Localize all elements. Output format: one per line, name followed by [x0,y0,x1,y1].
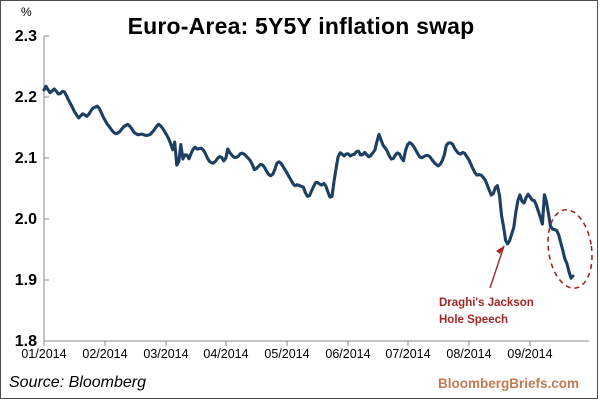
svg-text:08/2014: 08/2014 [446,347,491,361]
svg-text:1.9: 1.9 [15,272,37,289]
svg-text:2.0: 2.0 [15,211,37,228]
svg-text:07/2014: 07/2014 [385,347,430,361]
svg-text:2.2: 2.2 [15,89,37,106]
svg-text:04/2014: 04/2014 [203,347,248,361]
svg-text:05/2014: 05/2014 [264,347,309,361]
svg-text:01/2014: 01/2014 [21,347,66,361]
svg-text:2.3: 2.3 [15,28,37,45]
svg-text:03/2014: 03/2014 [143,347,188,361]
svg-text:2.1: 2.1 [15,150,37,167]
svg-text:09/2014: 09/2014 [507,347,552,361]
svg-text:06/2014: 06/2014 [325,347,370,361]
svg-text:02/2014: 02/2014 [82,347,127,361]
